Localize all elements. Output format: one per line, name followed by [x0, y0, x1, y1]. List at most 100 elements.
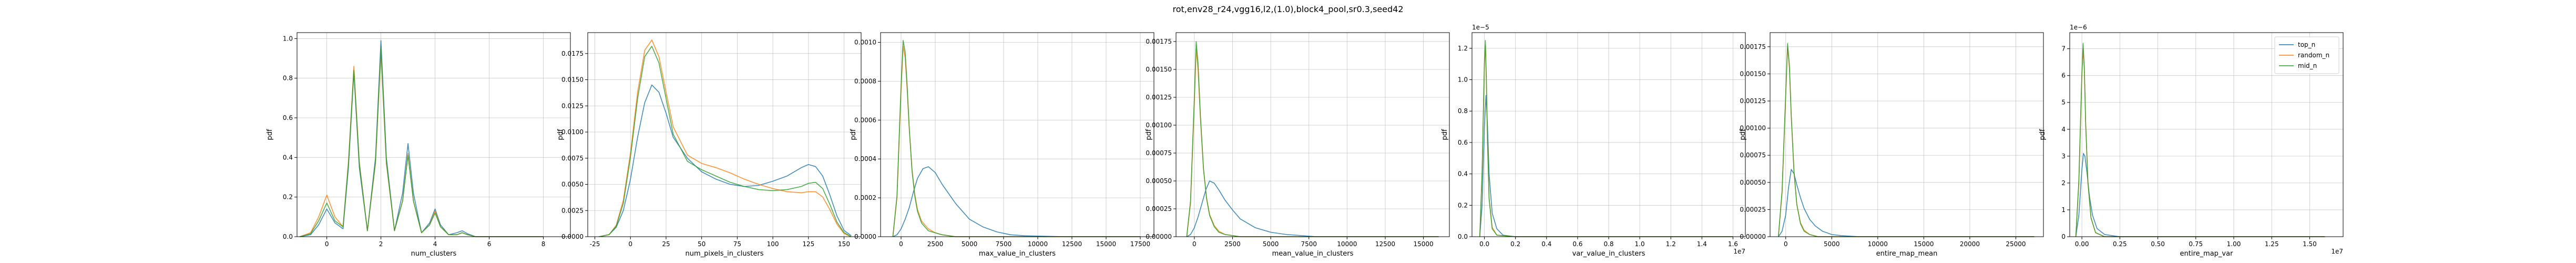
subplot-3: 0 2500 5000 7500 10000 12500 15000 17500 0.0000 0…	[850, 32, 1154, 258]
series-line-random-n	[299, 52, 544, 237]
x-tick-label: 1.00	[2227, 240, 2241, 248]
x-tick-label: 0.6	[1572, 240, 1582, 248]
x-offset-label: 1e7	[1733, 248, 1745, 255]
x-tick-label: 0.0	[1479, 240, 1489, 248]
series-line-mid-n	[1186, 41, 1439, 237]
y-tick-label: 0.0004	[854, 155, 876, 163]
y-axis-label: pdf	[1739, 129, 1747, 140]
y-tick-label: 1.0	[1458, 76, 1468, 84]
series-line-mid-n	[1479, 40, 1733, 237]
y-tick-label: 3	[2061, 153, 2066, 160]
y-axis-label: pdf	[266, 129, 274, 140]
x-tick-label: 7500	[1301, 240, 1317, 248]
x-tick-label: 12500	[1375, 240, 1395, 248]
y-tick-label: 0.00000	[1740, 233, 1766, 240]
x-tick-label: 1.50	[2303, 240, 2317, 248]
figure-title: rot,env28_r24,vgg16,l2,(1.0),block4_pool…	[1172, 4, 1404, 14]
x-tick-label: 0	[325, 240, 329, 248]
x-tick-label: 0.8	[1603, 240, 1613, 248]
y-tick-label: 0.00125	[1146, 94, 1172, 101]
x-tick-label: 1.4	[1697, 240, 1707, 248]
x-tick-label: 5000	[1824, 240, 1840, 248]
x-tick-label: 2500	[1224, 240, 1241, 248]
x-tick-label: 10000	[1028, 240, 1048, 248]
series-line-top-n	[300, 40, 544, 237]
y-tick-label: 0.2	[1458, 201, 1468, 209]
legend-label-top-n: top_n	[2298, 41, 2315, 48]
series-line-mid-n	[892, 39, 1140, 237]
subplot-6: 0 5000 10000 15000 20000 25000 0.00000 0.00025 0…	[1739, 32, 2044, 258]
x-tick-label: 12500	[1062, 240, 1082, 248]
y-axis-label: pdf	[2039, 129, 2047, 140]
y-tick-label: 0.0006	[854, 116, 876, 124]
x-tick-label: 7500	[996, 240, 1012, 248]
y-tick-label: 0.00125	[1740, 97, 1766, 105]
y-tick-label: 0.00100	[1146, 122, 1172, 129]
y-tick-label: 0.00000	[1146, 233, 1172, 240]
axes-frame	[587, 32, 862, 237]
y-tick-label: 0.8	[283, 75, 293, 82]
x-tick-label: 1.25	[2265, 240, 2279, 248]
x-axis-label: entire_map_mean	[1876, 250, 1938, 258]
series-line-top-n	[1479, 95, 1733, 237]
y-tick-label: 0.0125	[561, 102, 584, 109]
x-tick-label: 0.50	[2151, 240, 2165, 248]
y-tick-label: 0.0000	[854, 233, 876, 240]
series-line-random-n	[1777, 46, 2035, 237]
x-axis-label: num_clusters	[411, 250, 457, 258]
subplot-4: 0 2500 5000 7500 10000 12500 15000 0.00000 0.000…	[1145, 32, 1450, 258]
x-tick-label: 125	[802, 240, 814, 248]
x-tick-label: 0.2	[1510, 240, 1520, 248]
y-tick-label: 0.00025	[1146, 205, 1172, 213]
y-axis-label: pdf	[850, 129, 857, 140]
legend-label-mid-n: mid_n	[2298, 62, 2317, 69]
x-tick-label: 25000	[2006, 240, 2026, 248]
x-tick-label: 2	[379, 240, 383, 248]
y-offset-label: 1e−6	[2070, 24, 2087, 31]
x-tick-label: 8	[541, 240, 546, 248]
x-tick-label: 15000	[1096, 240, 1116, 248]
x-offset-label: 1e7	[2331, 248, 2343, 255]
y-tick-label: 0.4	[283, 154, 293, 161]
series-line-random-n	[2075, 48, 2325, 237]
x-tick-label: 6	[487, 240, 492, 248]
y-tick-label: 4	[2061, 126, 2066, 133]
axes-frame	[2069, 32, 2344, 237]
x-tick-label: 0	[628, 240, 632, 248]
x-tick-label: 15000	[1414, 240, 1434, 248]
y-tick-label: 0.00075	[1146, 149, 1172, 157]
y-offset-label: 1e−5	[1472, 24, 1489, 31]
y-tick-label: 0.0100	[561, 128, 584, 136]
y-tick-label: 0.0002	[854, 194, 876, 201]
y-tick-label: 7	[2061, 45, 2066, 53]
x-tick-label: 15000	[1914, 240, 1934, 248]
x-tick-label: 2500	[927, 240, 944, 248]
series-line-random-n	[1186, 49, 1439, 237]
axes-frame	[880, 32, 1154, 237]
y-tick-label: 0.00050	[1740, 179, 1766, 186]
y-tick-label: 0.0050	[561, 181, 584, 188]
x-tick-label: 75	[733, 240, 741, 248]
x-tick-label: 5000	[1263, 240, 1279, 248]
y-tick-label: 5	[2061, 99, 2066, 106]
x-tick-label: 50	[698, 240, 706, 248]
x-tick-label: 0	[1784, 240, 1788, 248]
y-axis-label: pdf	[1145, 129, 1153, 140]
x-tick-label: 5000	[962, 240, 978, 248]
series-line-top-n	[2075, 153, 2325, 237]
x-tick-label: 0	[899, 240, 903, 248]
y-tick-label: 0.4	[1458, 170, 1468, 178]
y-tick-label: 1.2	[1458, 45, 1468, 52]
x-tick-label: 1.0	[1635, 240, 1645, 248]
y-tick-label: 0.00075	[1740, 151, 1766, 159]
y-tick-label: 0.00175	[1146, 38, 1172, 45]
x-tick-label: 25	[662, 240, 670, 248]
y-tick-label: 0.2	[283, 194, 293, 201]
subplot-7: 0.00 0.25 0.50 0.75 1.00 1.25 1.50 0 1 2 3 4 5 6 7 enti…	[2039, 24, 2344, 258]
series-line-mid-n	[2075, 43, 2325, 237]
x-tick-label: 1.6	[1728, 240, 1738, 248]
x-tick-label: 0.75	[2189, 240, 2203, 248]
y-tick-label: 0.8	[1458, 107, 1468, 115]
y-tick-label: 0.0150	[561, 76, 584, 84]
